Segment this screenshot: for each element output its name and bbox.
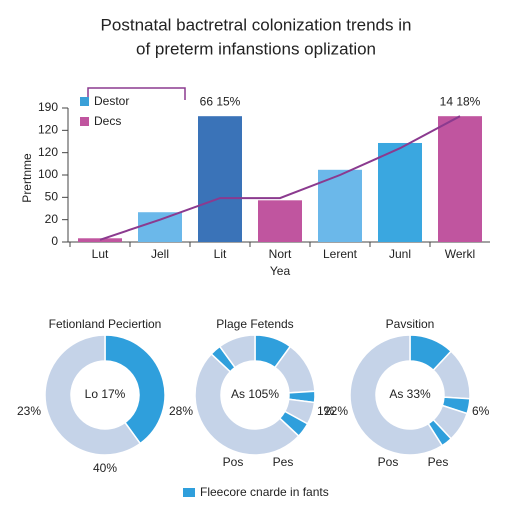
pie-label: Pes (273, 455, 294, 469)
y-tick-label: 20 (45, 212, 59, 226)
pie-slice (218, 334, 256, 369)
legend-swatch (80, 97, 89, 106)
pie-title: Pavsition (386, 317, 435, 331)
x-tick-label: Jell (151, 247, 169, 261)
bar (198, 116, 242, 242)
legend-label: Fleecore cnarde in fants (200, 485, 329, 499)
x-tick-label: Lerent (323, 247, 358, 261)
y-tick-label: 120 (38, 123, 58, 137)
y-tick-label: 190 (38, 100, 58, 114)
chart-title: of preterm infanstions oplization (136, 39, 376, 58)
legend-swatch (183, 488, 195, 497)
pie-label: Pos (378, 455, 399, 469)
trend-line (99, 115, 461, 241)
y-axis-label: Prertnme (20, 153, 34, 203)
bar (378, 142, 422, 242)
x-tick-label: Nort (269, 247, 292, 261)
pie-label: 28% (169, 404, 193, 418)
pie-label: 23% (17, 404, 41, 418)
bar (318, 169, 362, 242)
bar (438, 116, 482, 242)
legend-label: Destor (94, 94, 129, 108)
pie-slice (104, 334, 166, 445)
y-tick-label: 120 (38, 145, 58, 159)
y-tick-label: 0 (51, 234, 58, 248)
x-axis-label: Yea (270, 264, 291, 278)
pie-label: 1% (317, 404, 335, 418)
x-tick-label: Lut (92, 247, 109, 261)
bar (78, 238, 122, 242)
x-tick-label: Junl (389, 247, 411, 261)
pie-center-label: Lo 17% (85, 387, 126, 401)
pie-label: Pes (428, 455, 449, 469)
legend-swatch (80, 117, 89, 126)
pie-slice (349, 334, 444, 456)
pie-slice (194, 352, 300, 456)
pie-label: Pos (223, 455, 244, 469)
data-label: 14 18% (440, 94, 481, 108)
legend-label: Decs (94, 114, 121, 128)
y-tick-label: 50 (45, 190, 59, 204)
chart-title: Postnatal bactretral colonization trends… (101, 15, 412, 34)
pie-label: 22% (324, 404, 348, 418)
pie-center-label: As 105% (231, 387, 279, 401)
x-tick-label: Werkl (445, 247, 475, 261)
pie-title: Fetionland Peciertion (49, 317, 162, 331)
pie-title: Plage Fetends (216, 317, 293, 331)
bar (258, 200, 302, 242)
x-tick-label: Lit (214, 247, 227, 261)
data-label: 66 15% (200, 94, 241, 108)
legend-bracket (87, 87, 186, 100)
pie-label: 40% (93, 461, 117, 475)
pie-label: 6% (472, 404, 490, 418)
bar (138, 212, 182, 242)
pie-slice (44, 334, 142, 456)
pie-center-label: As 33% (389, 387, 431, 401)
y-tick-label: 100 (38, 167, 58, 181)
